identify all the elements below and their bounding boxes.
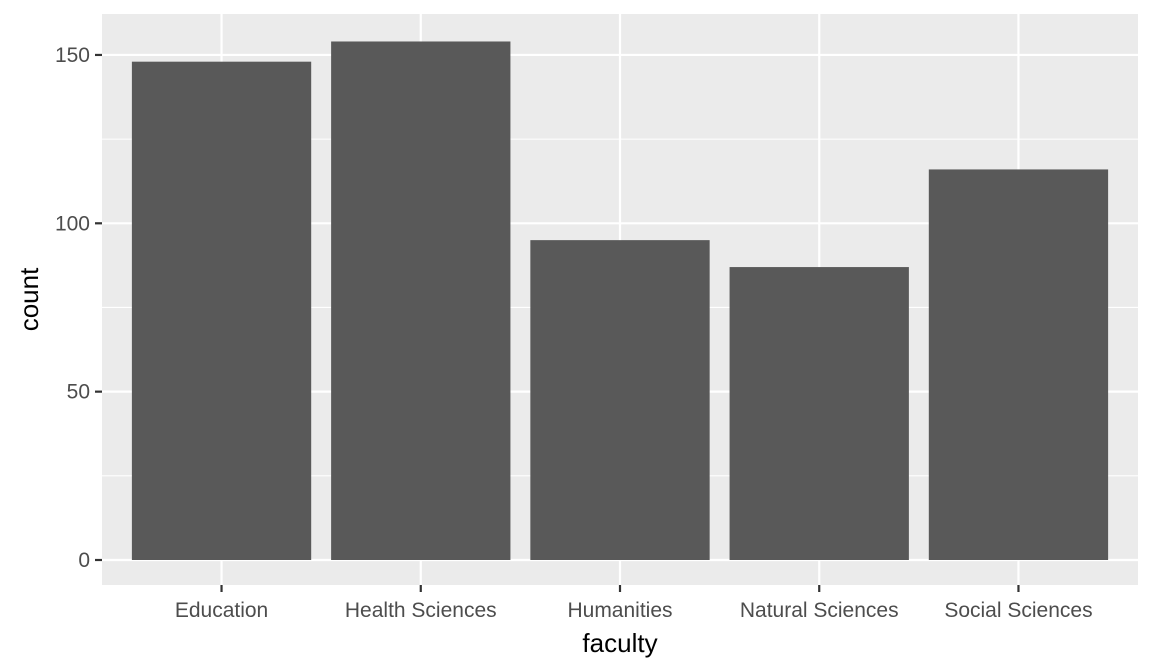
x-tick-label: Humanities (567, 599, 672, 622)
y-tick-label: 150 (55, 44, 90, 67)
bar (131, 61, 312, 561)
x-tick-label: Health Sciences (345, 599, 497, 622)
bars (131, 41, 1109, 561)
y-tick-label: 0 (78, 549, 90, 572)
y-tick-label: 50 (67, 381, 90, 404)
x-axis-title: faculty (582, 628, 657, 658)
y-axis-title: count (14, 267, 44, 331)
x-tick-label: Natural Sciences (740, 599, 899, 622)
bar (928, 169, 1109, 561)
y-axis: 0 50 100 150 (55, 44, 102, 572)
y-tick-label: 100 (55, 212, 90, 235)
x-tick-label: Social Sciences (944, 599, 1092, 622)
bar (530, 240, 710, 560)
x-axis: Education Health Sciences Humanities Natura… (175, 585, 1093, 622)
x-tick-label: Education (175, 599, 268, 622)
bar (729, 267, 909, 560)
bar (331, 41, 511, 561)
